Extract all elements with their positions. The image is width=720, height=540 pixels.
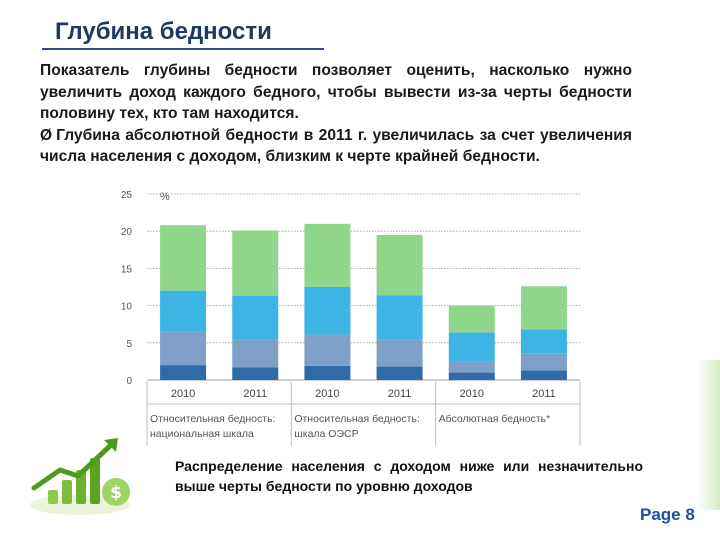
category-label: 2010 xyxy=(171,388,195,400)
y-tick-label: 20 xyxy=(121,227,133,238)
bar-segment xyxy=(520,370,567,380)
title-underline xyxy=(42,48,324,50)
bar-segment xyxy=(304,287,351,335)
y-tick-label: 0 xyxy=(126,376,132,387)
bar-segment xyxy=(520,353,567,371)
bar-segment xyxy=(376,295,423,340)
y-tick-label: 10 xyxy=(121,302,133,313)
bar-segment xyxy=(160,331,207,366)
paragraph-depth-definition: Показатель глубины бедности позволяет оц… xyxy=(40,62,632,122)
decorative-strip xyxy=(697,360,720,510)
bar-segment xyxy=(232,339,279,368)
bar-segment xyxy=(376,234,423,296)
bar-segment xyxy=(448,372,495,380)
bar-segment xyxy=(232,367,279,380)
bar-segment xyxy=(304,334,351,366)
category-label: 2011 xyxy=(243,388,267,400)
bar-segment xyxy=(376,339,423,367)
paragraph-absolute-poverty: Ø Глубина абсолютной бедности в 2011 г. у… xyxy=(40,125,632,168)
bar-segment xyxy=(376,366,423,380)
svg-text:$: $ xyxy=(110,483,122,503)
growth-chart-dollar-icon: $ xyxy=(30,438,130,515)
bar-segment xyxy=(304,365,351,380)
body-text: Показатель глубины бедности позволяет оц… xyxy=(40,60,632,168)
poverty-depth-chart: 0 5 10 15 20 25 % 2010 2011 2010 2011 2010 2011 Относ… xyxy=(121,190,581,446)
bar-segment xyxy=(232,230,279,296)
category-label: 2010 xyxy=(315,388,339,400)
bar-segment xyxy=(520,329,567,354)
labels-layer: 0 5 10 15 20 25 % 2010 2011 2010 2011 2010 2011 Относ… xyxy=(121,190,556,440)
bar-segment xyxy=(448,332,495,362)
paragraph-absolute-poverty-text: Глубина абсолютной бедности в 2011 г. ув… xyxy=(40,126,632,166)
bar-segment xyxy=(304,223,351,287)
y-tick-label: 25 xyxy=(121,190,133,201)
slide-title: Глубина бедности xyxy=(55,18,272,45)
page-number: Page 8 xyxy=(640,505,695,524)
bar-segment xyxy=(448,305,495,333)
bars-layer xyxy=(160,223,567,380)
bar-segment xyxy=(232,295,279,340)
group-label: Относительная бедность: шкала ОЭСР xyxy=(294,413,419,440)
y-tick-label: 5 xyxy=(126,339,132,350)
grid-layer xyxy=(146,193,581,446)
bar-segment xyxy=(160,365,207,380)
category-label: 2011 xyxy=(532,388,556,400)
category-label: 2011 xyxy=(388,388,412,400)
bar-segment xyxy=(520,286,567,330)
chart-caption-text: Распределение населения с доходом ниже и… xyxy=(175,458,643,494)
bar-segment xyxy=(448,361,495,373)
arrow-bullet-icon: Ø xyxy=(40,126,53,144)
y-tick-label: 15 xyxy=(121,264,133,275)
group-label: Абсолютная бедность* xyxy=(439,413,551,425)
chart-caption: Распределение населения с доходом ниже и… xyxy=(175,456,643,496)
bar-segment xyxy=(160,225,207,291)
category-label: 2010 xyxy=(460,388,484,400)
group-label: Относительная бедность: национальная шкал… xyxy=(150,413,275,440)
y-unit-label: % xyxy=(160,191,170,203)
bar-segment xyxy=(160,290,207,332)
